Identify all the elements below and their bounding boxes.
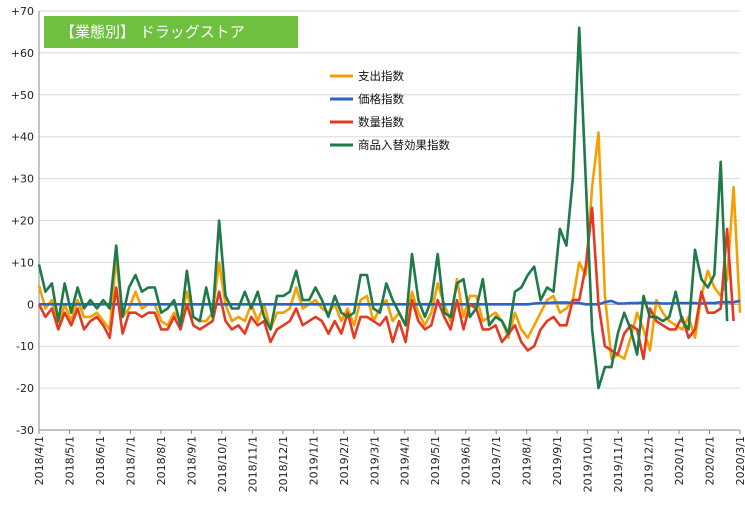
chart-title: 【業態別】 ドラッグストア <box>44 16 298 48</box>
x-tick-label: 2020/1/1 <box>673 436 686 485</box>
y-tick-label: -30 <box>16 424 34 437</box>
x-axis: 2018/4/1 2018/5/1 2018/6/1 2018/7/1 2018/8/1… <box>33 430 745 492</box>
x-tick-label: 2019/3/1 <box>368 436 381 485</box>
x-tick-label: 2018/6/1 <box>94 436 107 485</box>
legend-label: 価格指数 <box>358 92 404 106</box>
y-axis: +70 +60 +50 +40 +30 +20 +10 0 -10 -20 -30 <box>11 5 34 437</box>
y-tick-label: +60 <box>11 47 34 60</box>
gridlines <box>38 10 740 431</box>
x-tick-label: 2018/11/1 <box>246 436 259 492</box>
y-tick-label: +10 <box>11 256 34 269</box>
x-tick-label: 2020/3/1 <box>734 436 745 485</box>
series-line <box>39 299 741 306</box>
x-tick-label: 2018/10/1 <box>216 436 229 492</box>
x-tick-label: 2019/9/1 <box>551 436 564 485</box>
x-tick-label: 2020/2/1 <box>704 436 717 485</box>
x-tick-label: 2019/8/1 <box>521 436 534 485</box>
legend-label: 商品入替効果指数 <box>358 138 450 152</box>
x-tick-label: 2018/7/1 <box>124 436 137 485</box>
y-tick-label: -10 <box>16 340 34 353</box>
y-tick-label: +70 <box>11 5 34 18</box>
series-line <box>37 206 735 361</box>
x-tick-label: 2018/12/1 <box>277 436 290 492</box>
series-line <box>37 26 729 390</box>
legend-label: 数量指数 <box>358 115 404 129</box>
series-lines <box>37 26 742 390</box>
x-tick-label: 2019/4/1 <box>399 436 412 485</box>
series-line <box>37 131 742 361</box>
chart-title-text: 【業態別】 ドラッグストア <box>60 23 245 41</box>
x-tick-label: 2019/2/1 <box>338 436 351 485</box>
y-tick-label: -20 <box>16 382 34 395</box>
x-tick-label: 2019/10/1 <box>582 436 595 492</box>
y-tick-label: +50 <box>11 89 34 102</box>
legend-label: 支出指数 <box>358 69 404 83</box>
y-tick-label: +30 <box>11 173 34 186</box>
y-tick-label: +40 <box>11 131 34 144</box>
x-tick-label: 2019/7/1 <box>490 436 503 485</box>
x-tick-label: 2018/5/1 <box>63 436 76 485</box>
y-tick-label: +20 <box>11 215 34 228</box>
x-tick-label: 2019/6/1 <box>460 436 473 485</box>
x-tick-label: 2018/8/1 <box>155 436 168 485</box>
chart-title-background <box>44 16 298 48</box>
x-tick-label: 2018/9/1 <box>185 436 198 485</box>
y-tick-label: 0 <box>27 298 34 311</box>
x-tick-label: 2018/4/1 <box>33 436 46 485</box>
x-tick-label: 2019/12/1 <box>643 436 656 492</box>
x-tick-label: 2019/5/1 <box>429 436 442 485</box>
x-tick-label: 2019/1/1 <box>307 436 320 485</box>
x-tick-label: 2019/11/1 <box>612 436 625 492</box>
